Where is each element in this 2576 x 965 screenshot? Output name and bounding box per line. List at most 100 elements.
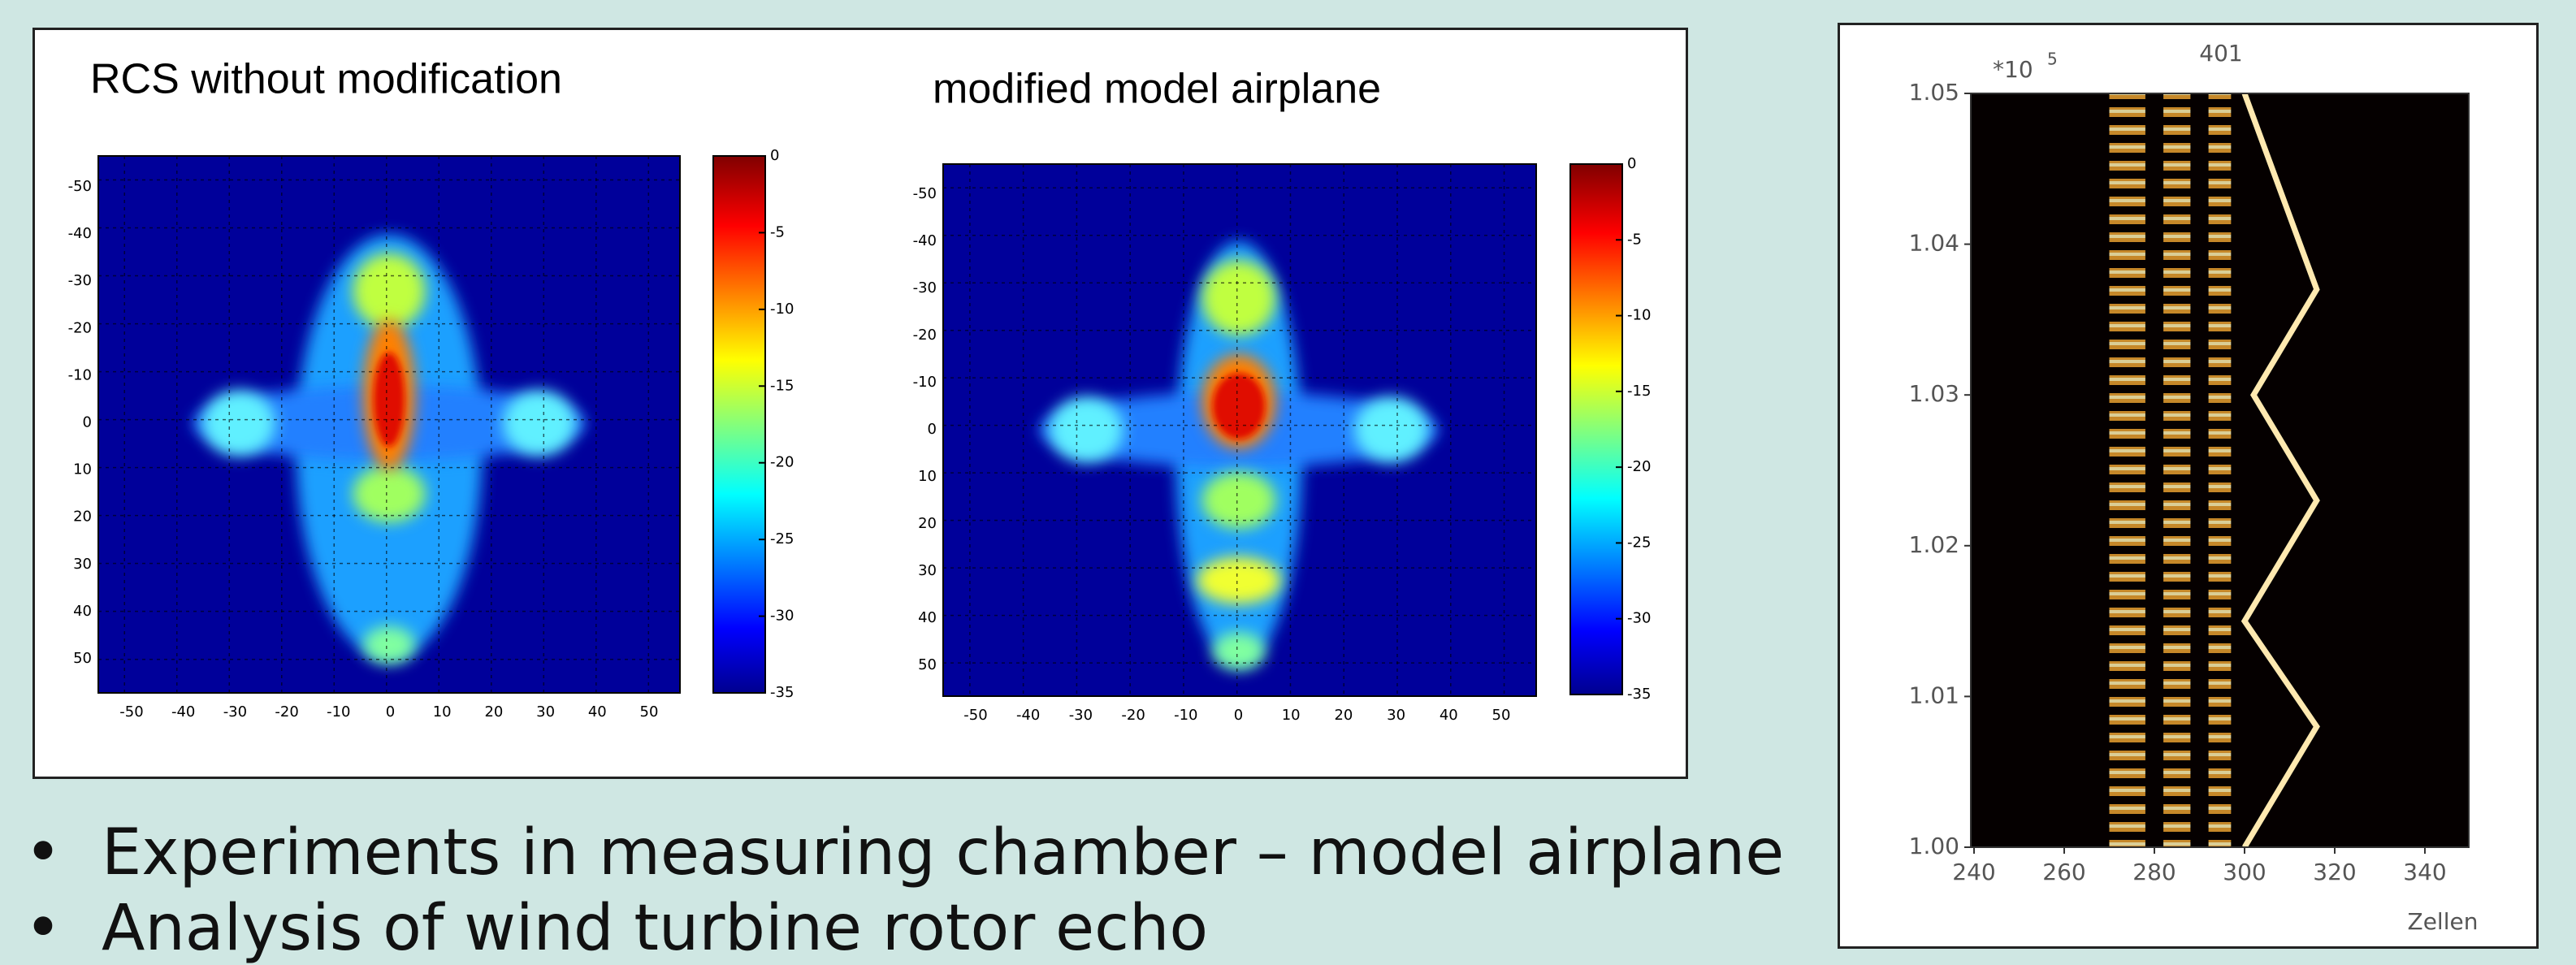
figures: RCS without modification modified model …	[0, 0, 2576, 937]
echo-blob	[203, 390, 275, 456]
echo-band	[2163, 93, 2190, 847]
echo-blob	[353, 465, 425, 522]
echo-blob	[1202, 260, 1276, 335]
y-tick-label: -50	[68, 178, 92, 195]
y-tick-label: 1.02	[1909, 531, 1959, 558]
y-tick-label: -30	[68, 272, 92, 289]
x-tick-label: 0	[386, 703, 395, 721]
colorbar	[1570, 164, 1622, 695]
colorbar-tick-label: -20	[770, 454, 794, 471]
x-tick-label: 50	[640, 703, 659, 721]
echo-blob	[1213, 632, 1266, 669]
x-tick-label: 20	[484, 703, 503, 721]
colorbar-tick-label: -25	[770, 530, 794, 547]
x-tick-label: -10	[327, 703, 350, 721]
colorbar-tick-label: -20	[1627, 458, 1651, 475]
echo-blob	[363, 626, 415, 664]
panel-title: RCS without modification	[90, 56, 562, 103]
bullet-text: Analysis of wind turbine rotor echo	[102, 892, 1208, 965]
colorbar-tick-label: -35	[770, 684, 794, 701]
x-tick-label: 40	[588, 703, 607, 721]
colorbar	[713, 156, 765, 693]
x-tick-label: 10	[1282, 707, 1301, 724]
colorbar-tick-label: -10	[1627, 307, 1651, 324]
echo-band	[2209, 93, 2232, 847]
y-tick-label: 1.05	[1909, 79, 1959, 106]
y-tick-label: 40	[918, 609, 937, 626]
y-tick-label: -10	[913, 374, 937, 391]
x-tick-label: -20	[1121, 707, 1145, 724]
y-tick-label: 50	[918, 656, 937, 673]
colorbar-tick-label: 0	[1627, 155, 1636, 172]
echo-blob	[1354, 396, 1428, 462]
x-tick-label: -40	[171, 703, 195, 721]
x-tick-label: 240	[1952, 859, 1995, 885]
slide: RCS without modification modified model …	[0, 0, 2576, 937]
y-tick-label: -40	[68, 225, 92, 242]
bullet-text: Experiments in measuring chamber – model…	[102, 816, 1784, 889]
bullet: •Experiments in measuring chamber – mode…	[24, 816, 1784, 889]
exponent-base: *10	[1993, 56, 2033, 83]
y-tick-label: 20	[918, 515, 937, 532]
x-tick-label: -30	[1069, 707, 1093, 724]
y-tick-label: -40	[913, 232, 937, 249]
x-tick-label: -10	[1174, 707, 1197, 724]
y-tick-label: -10	[68, 366, 92, 383]
echo-blob	[1213, 373, 1266, 439]
x-tick-label: -30	[223, 703, 247, 721]
y-tick-label: 0	[83, 414, 92, 431]
colorbar-tick-label: -35	[1627, 686, 1651, 703]
bullet: •Analysis of wind turbine rotor echo	[24, 892, 1208, 965]
y-tick-label: 30	[73, 556, 92, 573]
echo-blob	[503, 390, 575, 456]
y-tick-label: 40	[73, 603, 92, 620]
y-tick-label: 10	[918, 468, 937, 485]
y-tick-label: 1.01	[1909, 682, 1959, 708]
exponent: 5	[2047, 50, 2058, 69]
x-tick-label: 40	[1440, 707, 1458, 724]
x-axis-label: Zellen	[2408, 908, 2479, 935]
x-tick-label: 10	[433, 703, 452, 721]
radar-top-label: 401	[2199, 40, 2242, 67]
colorbar-tick-label: -15	[770, 377, 794, 394]
y-tick-label: 50	[73, 650, 92, 667]
y-tick-label: 1.00	[1909, 833, 1959, 859]
x-tick-label: 0	[1234, 707, 1243, 724]
echo-band	[2110, 93, 2145, 847]
x-tick-label: 260	[2042, 859, 2085, 885]
x-tick-label: 300	[2223, 859, 2266, 885]
echo-blob	[1050, 396, 1123, 462]
x-tick-label: -50	[963, 707, 987, 724]
y-tick-label: -30	[913, 279, 937, 296]
x-tick-label: 20	[1334, 707, 1353, 724]
colorbar-tick-label: -5	[1627, 231, 1642, 248]
x-tick-label: -40	[1016, 707, 1040, 724]
y-tick-label: -50	[913, 185, 937, 202]
x-tick-label: 30	[1387, 707, 1405, 724]
x-tick-label: 280	[2132, 859, 2176, 885]
y-tick-label: 1.03	[1909, 380, 1959, 407]
colorbar-tick-label: -25	[1627, 534, 1651, 551]
y-tick-label: 10	[73, 461, 92, 478]
colorbar-tick-label: 0	[770, 147, 779, 164]
x-tick-label: 30	[536, 703, 555, 721]
y-tick-label: 20	[73, 508, 92, 526]
colorbar-tick-label: -30	[1627, 610, 1651, 627]
x-tick-label: 320	[2313, 859, 2356, 885]
panel-title: modified model airplane	[933, 66, 1381, 113]
x-tick-label: 50	[1492, 707, 1511, 724]
echo-blob	[374, 353, 405, 447]
y-tick-label: 1.04	[1909, 230, 1959, 257]
echo-blob	[353, 253, 425, 329]
x-tick-label: -20	[275, 703, 298, 721]
colorbar-tick-label: -10	[770, 301, 794, 318]
y-tick-label: 30	[918, 562, 937, 579]
colorbar-tick-label: -30	[770, 608, 794, 625]
colorbar-tick-label: -5	[770, 223, 785, 240]
x-tick-label: -50	[119, 703, 143, 721]
x-tick-label: 340	[2403, 859, 2446, 885]
y-tick-label: -20	[913, 327, 937, 344]
y-tick-label: -20	[68, 319, 92, 336]
echo-blob	[1197, 557, 1281, 604]
y-tick-label: 0	[928, 421, 937, 438]
